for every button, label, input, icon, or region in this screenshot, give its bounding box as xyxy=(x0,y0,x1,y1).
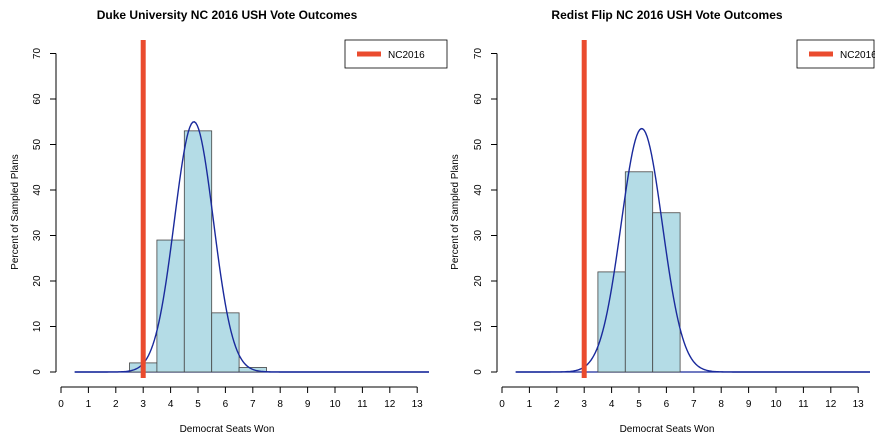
y-tick-label: 0 xyxy=(473,369,484,375)
x-tick-label: 0 xyxy=(499,399,505,410)
x-tick-label: 10 xyxy=(770,399,782,410)
x-tick-label: 1 xyxy=(527,399,533,410)
x-tick-label: 3 xyxy=(140,399,146,410)
x-tick-label: 12 xyxy=(384,399,396,410)
y-tick-label: 60 xyxy=(473,93,484,105)
x-tick-label: 5 xyxy=(636,399,642,410)
legend-label: NC2016 xyxy=(388,50,425,61)
y-axis-label: Percent of Sampled Plans xyxy=(10,154,21,270)
y-tick-label: 10 xyxy=(473,321,484,333)
x-tick-label: 7 xyxy=(250,399,256,410)
y-tick-label: 30 xyxy=(32,230,43,242)
x-axis-label: Democrat Seats Won xyxy=(620,424,715,435)
chart-title: Duke University NC 2016 USH Vote Outcome… xyxy=(97,8,358,22)
x-tick-label: 7 xyxy=(691,399,697,410)
x-tick-label: 8 xyxy=(277,399,283,410)
y-tick-label: 40 xyxy=(473,184,484,196)
histogram-bar xyxy=(624,171,654,373)
y-tick-label: 40 xyxy=(32,184,43,196)
x-tick-label: 0 xyxy=(58,399,64,410)
y-tick-label: 20 xyxy=(473,275,484,287)
x-tick-label: 11 xyxy=(798,399,809,410)
y-tick-label: 60 xyxy=(32,93,43,105)
y-tick-label: 10 xyxy=(32,321,43,333)
x-tick-label: 13 xyxy=(412,399,424,410)
x-tick-label: 9 xyxy=(305,399,311,410)
histogram-bar xyxy=(211,312,240,373)
histogram-bar xyxy=(156,239,185,373)
left-histogram-panel: Duke University NC 2016 USH Vote Outcome… xyxy=(10,8,448,435)
x-tick-label: 13 xyxy=(853,399,865,410)
chart-title: Redist Flip NC 2016 USH Vote Outcomes xyxy=(551,8,782,22)
x-tick-label: 5 xyxy=(195,399,201,410)
x-tick-label: 3 xyxy=(581,399,587,410)
x-tick-label: 8 xyxy=(718,399,724,410)
y-tick-label: 30 xyxy=(473,230,484,242)
y-tick-label: 70 xyxy=(32,48,43,60)
density-curve xyxy=(515,127,870,373)
y-tick-label: 50 xyxy=(32,139,43,151)
y-tick-label: 0 xyxy=(32,369,43,375)
x-tick-label: 6 xyxy=(223,399,229,410)
histogram-bar xyxy=(183,130,213,373)
y-tick-label: 50 xyxy=(473,139,484,151)
x-tick-label: 12 xyxy=(825,399,837,410)
x-tick-label: 4 xyxy=(609,399,615,410)
x-tick-label: 10 xyxy=(329,399,341,410)
y-tick-label: 70 xyxy=(473,48,484,60)
x-tick-label: 2 xyxy=(554,399,560,410)
density-curve xyxy=(74,121,429,373)
x-tick-label: 1 xyxy=(86,399,92,410)
x-tick-label: 9 xyxy=(746,399,752,410)
y-tick-label: 20 xyxy=(32,275,43,287)
x-tick-label: 4 xyxy=(168,399,174,410)
right-histogram-panel: Redist Flip NC 2016 USH Vote Outcomes010… xyxy=(450,8,875,435)
x-axis-label: Democrat Seats Won xyxy=(180,424,275,435)
x-tick-label: 6 xyxy=(664,399,670,410)
legend-label: NC2016 xyxy=(840,50,875,61)
x-tick-label: 2 xyxy=(113,399,119,410)
x-tick-label: 11 xyxy=(357,399,368,410)
histogram-bar xyxy=(652,212,681,373)
y-axis-label: Percent of Sampled Plans xyxy=(450,154,461,270)
